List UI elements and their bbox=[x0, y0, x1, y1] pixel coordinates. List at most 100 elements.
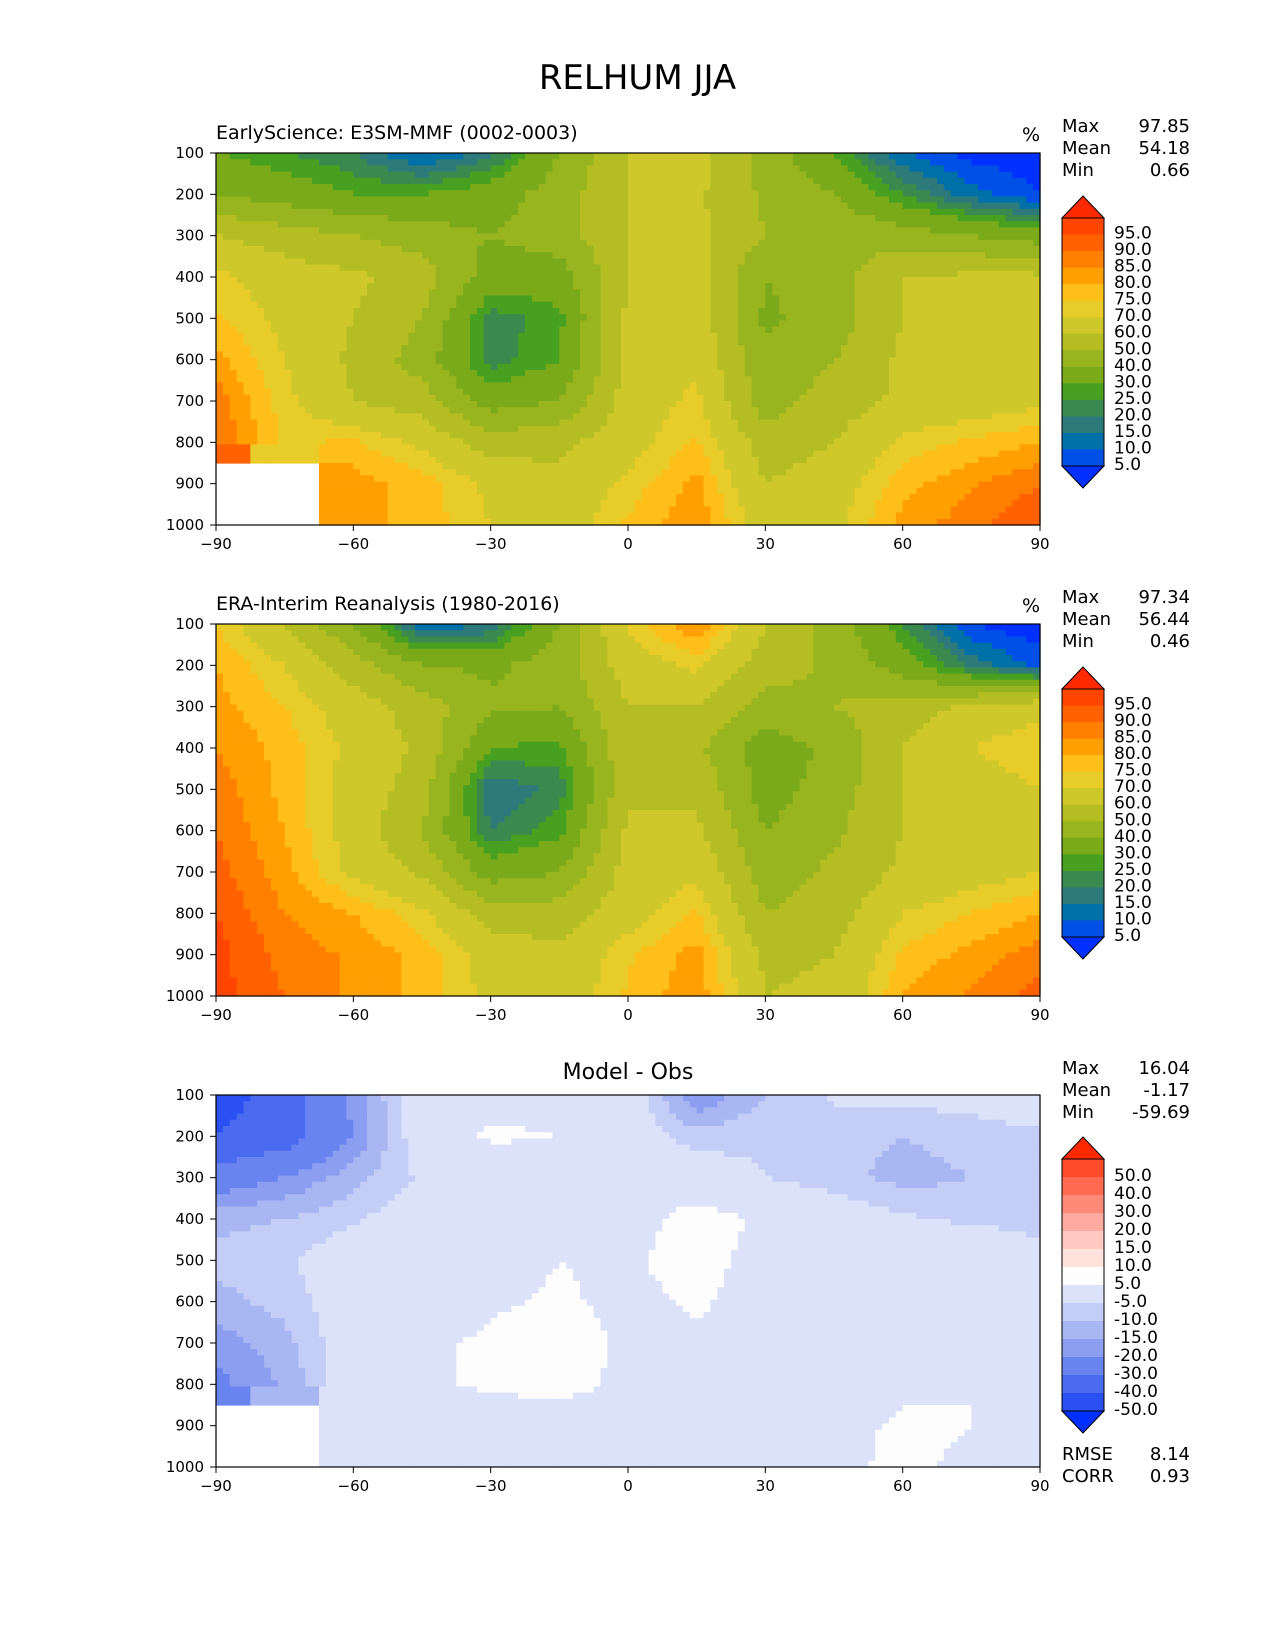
field-cell bbox=[325, 401, 334, 408]
field-cell bbox=[332, 258, 341, 266]
field-cell bbox=[408, 239, 416, 247]
field-cell bbox=[655, 370, 663, 377]
field-cell bbox=[298, 289, 306, 297]
field-cell bbox=[518, 190, 526, 197]
field-cell bbox=[978, 202, 986, 210]
field-cell bbox=[428, 320, 437, 328]
field-cell bbox=[868, 339, 876, 346]
field-cell bbox=[579, 326, 588, 334]
field-cell bbox=[476, 227, 485, 235]
field-cell bbox=[827, 339, 835, 346]
field-cell bbox=[1026, 227, 1034, 235]
field-cell bbox=[854, 332, 863, 340]
field-cell bbox=[710, 382, 718, 390]
field-cell bbox=[257, 351, 265, 359]
field-cell bbox=[628, 382, 636, 390]
field-cell bbox=[415, 401, 423, 408]
field-cell bbox=[470, 177, 478, 185]
field-cell bbox=[772, 258, 780, 266]
field-cell bbox=[373, 345, 382, 352]
field-cell bbox=[895, 351, 904, 359]
field-cell bbox=[978, 277, 986, 284]
field-cell bbox=[689, 332, 698, 340]
field-cell bbox=[1005, 351, 1014, 359]
field-cell bbox=[621, 227, 629, 235]
field-cell bbox=[662, 233, 670, 241]
field-cell bbox=[525, 264, 533, 272]
field-cell bbox=[648, 394, 657, 402]
field-cell bbox=[621, 270, 629, 278]
field-cell bbox=[998, 376, 1007, 383]
field-cell bbox=[298, 177, 306, 185]
field-cell bbox=[456, 388, 464, 396]
field-cell bbox=[710, 159, 718, 166]
field-cell bbox=[676, 295, 684, 303]
field-cell bbox=[518, 233, 526, 241]
field-cell bbox=[909, 339, 917, 346]
field-cell bbox=[676, 227, 684, 235]
field-cell bbox=[229, 252, 238, 259]
field-cell bbox=[909, 184, 917, 191]
field-cell bbox=[600, 258, 608, 266]
field-cell bbox=[943, 184, 952, 191]
field-cell bbox=[236, 196, 245, 204]
field-cell bbox=[902, 159, 911, 166]
field-cell bbox=[943, 326, 952, 334]
field-cell bbox=[415, 239, 423, 247]
field-cell bbox=[270, 308, 279, 315]
field-cell bbox=[758, 401, 766, 408]
field-cell bbox=[779, 401, 787, 408]
field-cell bbox=[1012, 351, 1020, 359]
field-cell bbox=[573, 376, 581, 383]
field-cell bbox=[264, 270, 272, 278]
field-cell bbox=[930, 363, 938, 371]
field-cell bbox=[1033, 239, 1041, 247]
field-cell bbox=[710, 233, 718, 241]
field-cell bbox=[360, 165, 368, 173]
field-cell bbox=[298, 345, 306, 352]
field-cell bbox=[305, 314, 313, 321]
field-cell bbox=[456, 252, 464, 259]
field-cell bbox=[834, 351, 842, 359]
field-cell bbox=[689, 308, 698, 315]
field-cell bbox=[875, 345, 883, 352]
field-cell bbox=[991, 283, 1000, 290]
field-cell bbox=[270, 363, 279, 371]
field-cell bbox=[284, 283, 293, 290]
field-cell bbox=[779, 258, 787, 266]
field-cell bbox=[978, 264, 986, 272]
field-cell bbox=[827, 301, 835, 309]
field-cell bbox=[710, 351, 718, 359]
field-cell bbox=[277, 264, 286, 272]
field-cell bbox=[717, 295, 725, 303]
field-cell bbox=[806, 345, 814, 352]
field-cell bbox=[792, 270, 801, 278]
field-cell bbox=[847, 308, 856, 315]
field-cell bbox=[552, 289, 560, 297]
field-cell bbox=[257, 177, 265, 185]
field-cell bbox=[628, 196, 636, 204]
field-cell bbox=[662, 308, 670, 315]
field-cell bbox=[387, 221, 396, 228]
field-cell bbox=[380, 208, 389, 216]
field-cell bbox=[827, 221, 835, 228]
field-cell bbox=[895, 202, 904, 210]
field-cell bbox=[950, 165, 959, 173]
field-cell bbox=[319, 221, 327, 228]
field-cell bbox=[868, 308, 876, 315]
field-cell bbox=[923, 239, 931, 247]
field-cell bbox=[422, 339, 430, 346]
field-cell bbox=[470, 258, 478, 266]
field-cell bbox=[312, 295, 320, 303]
field-cell bbox=[710, 190, 718, 197]
field-cell bbox=[689, 345, 698, 352]
field-cell bbox=[291, 233, 299, 241]
field-cell bbox=[373, 184, 382, 191]
field-cell bbox=[861, 270, 869, 278]
field-cell bbox=[600, 277, 608, 284]
field-cell bbox=[703, 165, 711, 173]
field-cell bbox=[902, 264, 911, 272]
field-cell bbox=[703, 196, 711, 204]
field-cell bbox=[621, 159, 629, 166]
field-cell bbox=[765, 376, 773, 383]
